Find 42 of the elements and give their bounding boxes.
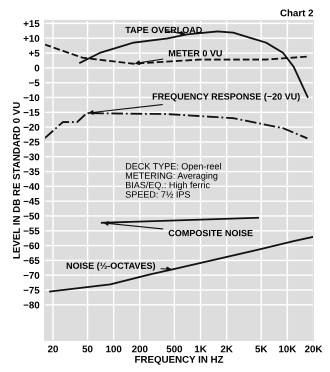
x-tick-label: 200 — [132, 346, 148, 352]
y-tick-label: +10 — [24, 34, 40, 42]
chart-title: Chart 2 — [280, 9, 314, 16]
series-label: FREQUENCY RESPONSE (−20 VU) — [152, 93, 300, 102]
x-tick-label: 50 — [82, 346, 93, 352]
x-tick-label: 5K — [255, 346, 268, 352]
x-tick-label: 20 — [48, 346, 58, 352]
y-tick-label: −25 — [24, 138, 40, 146]
y-tick-label: −45 — [24, 198, 40, 205]
y-tick-label: −65 — [24, 257, 40, 264]
y-tick-label: −50 — [24, 212, 40, 220]
legend-label: NOISE (⅓-OCTAVES) — [66, 262, 156, 271]
x-tick-label: 10K — [279, 346, 296, 352]
x-tick-label: 2K — [220, 346, 233, 352]
annotation: METERING: Averaging — [126, 172, 218, 181]
y-tick-label: −5 — [29, 80, 40, 86]
annotation: BIAS/EQ.: High ferric — [126, 182, 210, 190]
y-axis-title: LEVEL IN DB RE STANDARD 0 VU — [13, 102, 20, 258]
y-tick-label: +15 — [24, 20, 40, 28]
y-tick-label: +5 — [29, 50, 40, 57]
y-tick-label: −40 — [24, 183, 40, 190]
series-label: METER 0 VU — [168, 50, 222, 56]
series-label: COMPOSITE NOISE — [168, 230, 253, 236]
annotation: DECK TYPE: Open-reel — [126, 162, 221, 172]
y-tick-label: −35 — [24, 168, 40, 176]
x-tick-label: 500 — [166, 346, 182, 352]
y-tick-label: −30 — [24, 153, 40, 160]
y-tick-label: −15 — [24, 109, 40, 116]
y-tick-label: −20 — [24, 124, 40, 131]
y-tick-label: 0 — [34, 64, 40, 72]
y-tick-label: −70 — [24, 272, 40, 279]
y-tick-label: −80 — [24, 302, 40, 308]
annotation: SPEED: 7½ IPS — [126, 191, 190, 198]
y-tick-label: −55 — [24, 228, 40, 234]
x-tick-label: 20K — [304, 346, 322, 352]
y-tick-label: −60 — [24, 242, 40, 250]
y-tick-label: −75 — [24, 286, 40, 294]
series-label: TAPE OVERLOAD — [125, 26, 202, 34]
x-axis-title: FREQUENCY IN HZ — [135, 356, 224, 365]
x-tick-label: 1K — [194, 346, 207, 352]
y-tick-label: −10 — [24, 94, 40, 102]
x-tick-label: 100 — [106, 346, 122, 352]
